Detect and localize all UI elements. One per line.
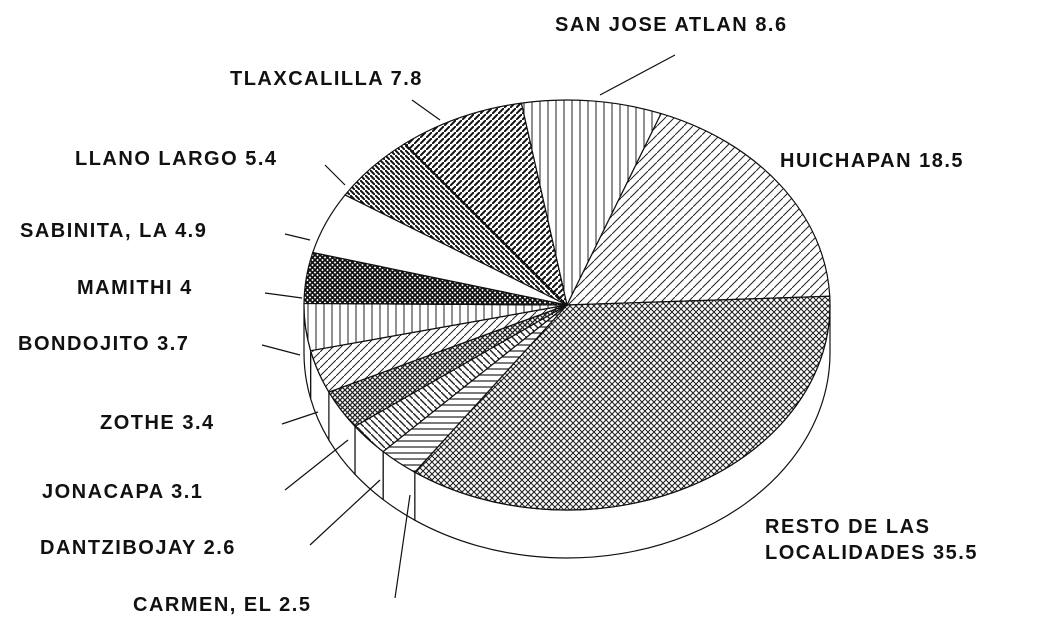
leader-line <box>309 479 381 546</box>
slice-name: RESTO DE LAS LOCALIDADES <box>765 516 931 564</box>
slice-label: SAN JOSE ATLAN 8.6 <box>555 12 788 38</box>
leader-line <box>284 233 311 241</box>
slice-label: TLAXCALILLA 7.8 <box>230 66 423 92</box>
slice-name: SABINITA, LA <box>20 220 168 242</box>
slice-value: 3.7 <box>157 333 190 355</box>
slice-value: 18.5 <box>919 150 965 172</box>
slice-label: ZOTHE 3.4 <box>100 410 215 436</box>
slice-name: MAMITHI <box>77 277 174 299</box>
slice-name: DANTZIBOJAY <box>40 537 197 559</box>
slice-value: 4.9 <box>175 220 208 242</box>
slice-name: TLAXCALILLA <box>230 68 384 90</box>
slice-label: RESTO DE LAS LOCALIDADES 35.5 <box>765 514 1053 566</box>
leader-line <box>281 411 319 425</box>
slice-value: 35.5 <box>933 542 978 564</box>
leader-line <box>394 494 411 599</box>
leader-line <box>599 54 676 96</box>
pie-slice <box>403 102 569 307</box>
slice-label: LLANO LARGO 5.4 <box>75 146 278 172</box>
leader-line <box>411 99 441 121</box>
slice-value: 3.1 <box>171 481 204 503</box>
leader-line <box>264 292 303 299</box>
pie-slice <box>566 112 831 306</box>
leader-line <box>324 164 346 186</box>
slice-value: 3.4 <box>182 412 215 434</box>
slice-value: 4 <box>180 277 193 299</box>
slice-label: JONACAPA 3.1 <box>42 479 203 505</box>
leader-line <box>284 439 349 491</box>
slice-name: SAN JOSE ATLAN <box>555 14 749 36</box>
slice-name: LLANO LARGO <box>75 148 239 170</box>
slice-value: 8.6 <box>755 14 788 36</box>
slice-label: CARMEN, EL 2.5 <box>133 592 311 618</box>
leader-line <box>261 344 301 356</box>
slice-name: ZOTHE <box>100 412 176 434</box>
slice-label: BONDOJITO 3.7 <box>18 331 189 357</box>
slice-name: JONACAPA <box>42 481 165 503</box>
slice-value: 5.4 <box>245 148 278 170</box>
slice-label: MAMITHI 4 <box>77 275 193 301</box>
slice-name: BONDOJITO <box>18 333 151 355</box>
slice-label: HUICHAPAN 18.5 <box>780 148 964 174</box>
slice-name: HUICHAPAN <box>780 150 913 172</box>
pie-slice <box>520 99 662 307</box>
slice-value: 7.8 <box>390 68 423 90</box>
pie-slice <box>413 295 831 511</box>
slice-name: CARMEN, EL <box>133 594 273 616</box>
slice-label: DANTZIBOJAY 2.6 <box>40 535 236 561</box>
slice-value: 2.5 <box>279 594 312 616</box>
slice-label: SABINITA, LA 4.9 <box>20 218 207 244</box>
slice-value: 2.6 <box>203 537 236 559</box>
